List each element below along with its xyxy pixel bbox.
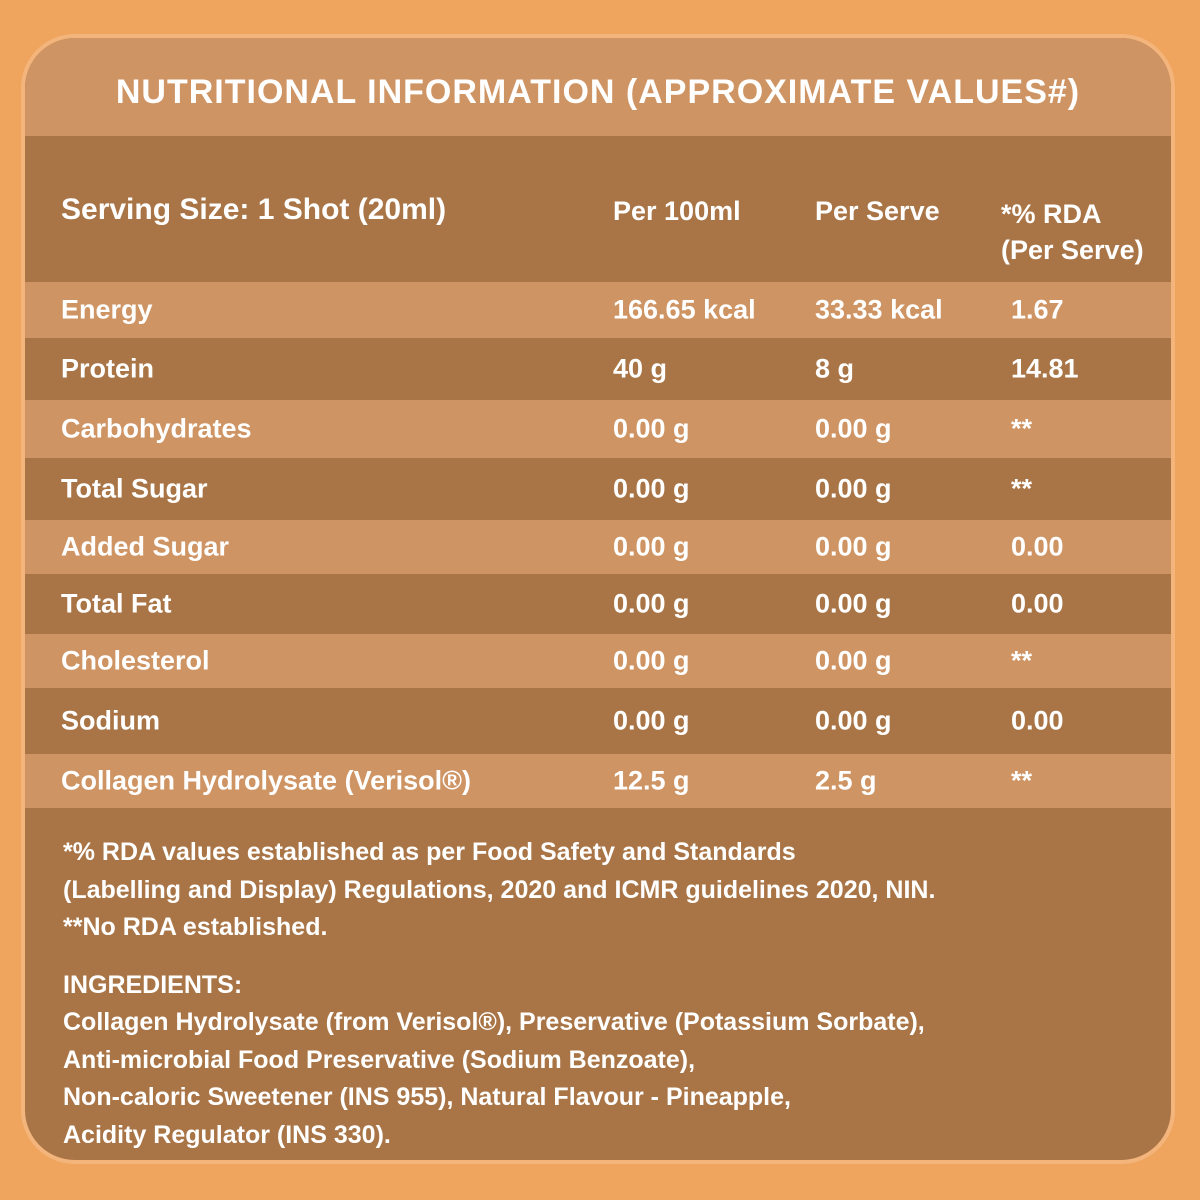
nutrient-name: Carbohydrates	[61, 413, 252, 444]
rda-value: 0.00	[1011, 588, 1064, 619]
per-serve-value: 0.00 g	[815, 531, 892, 562]
per-serve-value: 0.00 g	[815, 588, 892, 619]
nutrient-name: Cholesterol	[61, 645, 210, 676]
table-row: Collagen Hydrolysate (Verisol®) 12.5 g 2…	[25, 754, 1171, 808]
nutrition-label-card: NUTRITIONAL INFORMATION (APPROXIMATE VAL…	[21, 34, 1175, 1164]
rda-value: **	[1011, 645, 1033, 676]
per-100ml-value: 0.00 g	[613, 588, 690, 619]
per-100ml-value: 0.00 g	[613, 645, 690, 676]
ingredients-line: Acidity Regulator (INS 330).	[63, 1120, 391, 1149]
rda-value: 1.67	[1011, 294, 1064, 325]
nutrient-name: Total Fat	[61, 588, 172, 619]
rda-value: 14.81	[1011, 353, 1079, 384]
rda-value: **	[1011, 765, 1033, 796]
footer-text: *% RDA values established as per Food Sa…	[63, 834, 1143, 1154]
per-serve-value: 0.00 g	[815, 705, 892, 736]
page-title: NUTRITIONAL INFORMATION (APPROXIMATE VAL…	[115, 72, 1081, 111]
ingredients-section: INGREDIENTS: Collagen Hydrolysate (from …	[63, 967, 1143, 1155]
ingredients-heading: INGREDIENTS:	[63, 970, 243, 999]
nutrient-name: Sodium	[61, 705, 160, 736]
serving-size-label: Serving Size: 1 Shot (20ml)	[61, 193, 447, 226]
table-row: Energy 166.65 kcal 33.33 kcal 1.67	[25, 282, 1171, 338]
per-100ml-value: 12.5 g	[613, 765, 690, 796]
column-header-rda: *% RDA (Per Serve)	[1001, 196, 1144, 268]
ingredients-line: Collagen Hydrolysate (from Verisol®), Pr…	[63, 1008, 925, 1036]
footnote-line: **No RDA established.	[63, 913, 328, 941]
ingredients-line: Anti-microbial Food Preservative (Sodium…	[63, 1045, 696, 1074]
column-header-per-serve: Per Serve	[815, 196, 940, 226]
footnote-line: *% RDA values established as per Food Sa…	[63, 838, 796, 866]
per-serve-value: 0.00 g	[815, 645, 892, 676]
per-serve-value: 8 g	[815, 353, 855, 384]
per-serve-value: 2.5 g	[815, 765, 877, 796]
footnote-line: (Labelling and Display) Regulations, 202…	[63, 875, 936, 904]
rda-header-line-1: *% RDA	[1001, 199, 1102, 229]
table-row: Cholesterol 0.00 g 0.00 g **	[25, 634, 1171, 688]
table-row: Total Sugar 0.00 g 0.00 g **	[25, 458, 1171, 520]
nutrient-name: Protein	[61, 353, 155, 384]
per-100ml-value: 0.00 g	[613, 705, 690, 736]
nutrient-name: Total Sugar	[61, 473, 208, 504]
table-row: Added Sugar 0.00 g 0.00 g 0.00	[25, 520, 1171, 574]
per-100ml-value: 0.00 g	[613, 473, 690, 504]
title-banner: NUTRITIONAL INFORMATION (APPROXIMATE VAL…	[25, 38, 1171, 136]
column-header-per-100ml: Per 100ml	[613, 196, 741, 226]
per-100ml-value: 40 g	[613, 353, 668, 384]
per-serve-value: 33.33 kcal	[815, 294, 943, 325]
table-row: Carbohydrates 0.00 g 0.00 g **	[25, 400, 1171, 458]
rda-value: 0.00	[1011, 705, 1064, 736]
per-100ml-value: 0.00 g	[613, 531, 690, 562]
table-row: Total Fat 0.00 g 0.00 g 0.00	[25, 574, 1171, 634]
rda-header-line-2: (Per Serve)	[1001, 235, 1144, 265]
table-row: Sodium 0.00 g 0.00 g 0.00	[25, 688, 1171, 754]
ingredients-line: Non-caloric Sweetener (INS 955), Natural…	[63, 1083, 791, 1111]
nutrient-name: Energy	[61, 294, 153, 325]
per-serve-value: 0.00 g	[815, 413, 892, 444]
nutrient-name: Collagen Hydrolysate (Verisol®)	[61, 765, 472, 796]
per-100ml-value: 0.00 g	[613, 413, 690, 444]
rda-value: **	[1011, 473, 1033, 504]
per-100ml-value: 166.65 kcal	[613, 294, 756, 325]
per-serve-value: 0.00 g	[815, 473, 892, 504]
rda-value: 0.00	[1011, 531, 1064, 562]
nutrient-name: Added Sugar	[61, 531, 230, 562]
rda-value: **	[1011, 413, 1033, 444]
table-row: Protein 40 g 8 g 14.81	[25, 338, 1171, 400]
rda-footnotes: *% RDA values established as per Food Sa…	[63, 834, 1143, 947]
